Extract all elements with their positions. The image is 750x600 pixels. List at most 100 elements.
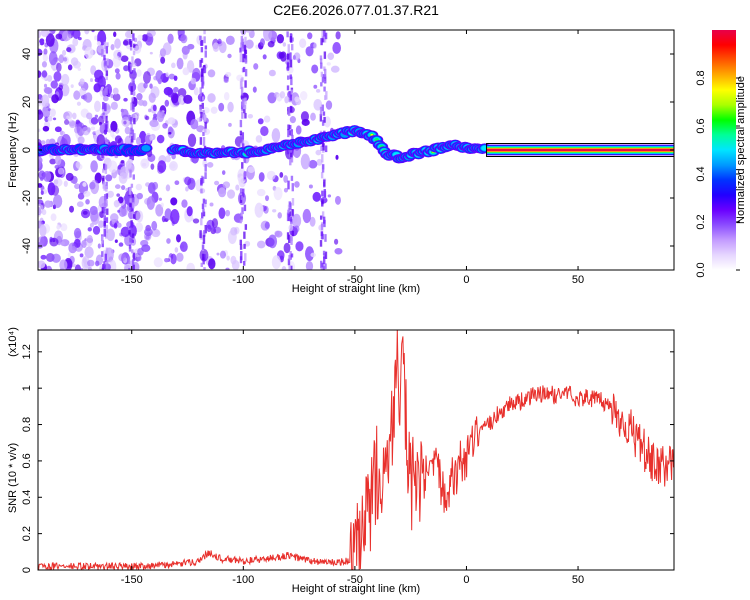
noise-streak xyxy=(129,44,133,51)
noise-blob xyxy=(66,115,70,120)
noise-blob xyxy=(164,208,172,221)
noise-blob xyxy=(45,265,53,270)
noise-blob xyxy=(41,61,48,68)
noise-streak xyxy=(132,33,135,41)
noise-streak xyxy=(291,37,294,42)
noise-streak xyxy=(199,117,202,122)
noise-blob xyxy=(59,259,68,270)
noise-streak xyxy=(101,251,104,257)
noise-streak xyxy=(104,61,107,68)
spectrogram-x-axis: -150 -100 -50 0 50 xyxy=(121,30,584,286)
noise-streak xyxy=(204,128,207,133)
noise-blob xyxy=(334,195,341,205)
noise-blob xyxy=(49,108,56,117)
noise-streak xyxy=(291,198,295,206)
noise-blob xyxy=(145,235,150,240)
noise-blob xyxy=(110,43,115,51)
noise-blob xyxy=(77,136,85,144)
noise-blob xyxy=(120,55,129,62)
noise-streak xyxy=(321,262,324,270)
noise-blob xyxy=(151,220,158,231)
noise-streak xyxy=(323,256,326,265)
snr-y-tick-label: 1 xyxy=(21,385,33,391)
noise-blob xyxy=(53,179,59,185)
noise-blob xyxy=(272,209,277,213)
noise-blob xyxy=(226,189,236,199)
noise-streak xyxy=(241,99,245,108)
noise-blob xyxy=(176,234,181,243)
noise-blob xyxy=(158,197,162,201)
noise-blob xyxy=(168,73,176,80)
noise-blob xyxy=(170,197,178,206)
noise-blob xyxy=(276,33,285,44)
noise-blob xyxy=(171,62,176,69)
noise-blob xyxy=(149,51,153,55)
noise-blob xyxy=(72,30,81,40)
noise-streak xyxy=(239,188,243,194)
noise-blob xyxy=(252,86,257,93)
noise-blob xyxy=(316,88,321,93)
noise-streak xyxy=(291,208,294,216)
noise-blob xyxy=(86,112,93,120)
spectrogram-y-tick-label: 40 xyxy=(21,48,33,60)
noise-streak xyxy=(323,78,326,83)
noise-streak xyxy=(319,240,323,247)
noise-streak xyxy=(320,71,324,77)
noise-blob xyxy=(114,184,121,189)
noise-streak xyxy=(324,251,328,259)
noise-blob xyxy=(299,38,307,49)
noise-blob xyxy=(71,263,76,268)
noise-blob xyxy=(117,196,124,204)
noise-blob xyxy=(283,242,291,254)
noise-blob xyxy=(40,254,47,260)
noise-streak xyxy=(106,58,109,66)
noise-streak xyxy=(204,50,207,58)
noise-blob xyxy=(218,187,227,198)
noise-blob xyxy=(300,153,311,170)
noise-blob xyxy=(308,184,313,189)
noise-streak xyxy=(244,112,247,119)
noise-streak xyxy=(289,105,293,113)
noise-blob xyxy=(266,170,276,181)
noise-blob xyxy=(123,65,129,72)
noise-streak xyxy=(289,124,292,130)
noise-blob xyxy=(334,238,339,245)
noise-blob xyxy=(206,161,214,168)
noise-blob xyxy=(38,128,41,133)
noise-blob xyxy=(295,125,302,135)
noise-blob xyxy=(150,163,155,170)
noise-blob xyxy=(263,115,271,123)
noise-streak xyxy=(290,76,293,86)
noise-blob xyxy=(177,88,187,98)
noise-blob xyxy=(327,194,332,198)
noise-blob xyxy=(124,126,131,135)
noise-streak xyxy=(131,259,135,265)
noise-blob xyxy=(235,184,240,191)
noise-blob xyxy=(41,209,47,216)
noise-blob xyxy=(166,238,171,244)
noise-blob xyxy=(145,115,150,121)
snr-y-tick-label: 0.8 xyxy=(21,417,33,432)
noise-blob xyxy=(50,213,57,222)
noise-streak xyxy=(239,239,243,246)
noise-streak xyxy=(132,174,135,180)
noise-blob xyxy=(155,204,164,217)
noise-streak xyxy=(201,176,205,184)
snr-x-tick-label: 0 xyxy=(463,574,469,586)
noise-streak xyxy=(202,235,206,244)
snr-line-layer xyxy=(38,330,674,570)
snr-x-axis: -150 -100 -50 0 50 xyxy=(121,330,584,586)
noise-streak xyxy=(286,31,289,38)
noise-streak xyxy=(290,265,293,270)
noise-streak xyxy=(106,42,109,48)
noise-blob xyxy=(300,111,309,122)
noise-streak xyxy=(323,189,327,198)
noise-streak xyxy=(105,87,108,93)
noise-blob xyxy=(68,242,77,254)
noise-blob xyxy=(64,119,70,125)
noise-streak xyxy=(204,199,207,204)
noise-blob xyxy=(173,75,178,81)
noise-streak xyxy=(132,76,135,84)
